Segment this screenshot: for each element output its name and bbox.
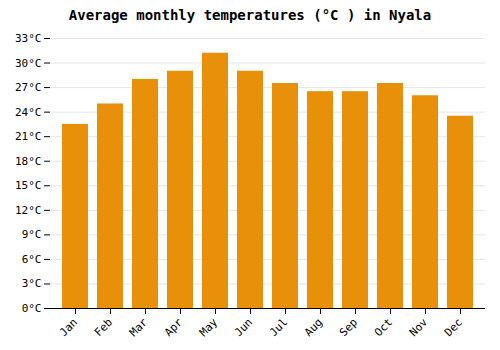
svg-text:30°C: 30°C: [15, 57, 42, 70]
html-text:Average monthly temperatures (: Average monthly temperatures (°C ) in Ny…: [68, 7, 432, 23]
svg-text:6°C: 6°C: [22, 253, 42, 266]
svg-text:Jan: Jan: [57, 316, 80, 339]
svg-text:15°C: 15°C: [15, 179, 42, 192]
svg-text:May: May: [197, 315, 221, 339]
svg-text:Jun: Jun: [232, 316, 255, 339]
svg-text:Sep: Sep: [337, 316, 360, 339]
svg-text:9°C: 9°C: [22, 228, 42, 241]
svg-text:18°C: 18°C: [15, 155, 42, 168]
svg-text:Feb: Feb: [92, 316, 115, 339]
svg-text:3°C: 3°C: [22, 277, 42, 290]
svg-text:Dec: Dec: [442, 316, 465, 339]
svg-text:24°C: 24°C: [15, 106, 42, 119]
svg-text:0°C: 0°C: [22, 302, 42, 315]
svg-text:33°C: 33°C: [15, 32, 42, 45]
svg-text:Oct: Oct: [372, 316, 395, 339]
svg-text:Jul: Jul: [267, 316, 290, 339]
svg-text:27°C: 27°C: [15, 81, 42, 94]
svg-text:Nov: Nov: [407, 315, 431, 339]
svg-text:21°C: 21°C: [15, 130, 42, 143]
svg-text:Mar: Mar: [127, 315, 151, 339]
svg-text:Apr: Apr: [162, 315, 186, 339]
svg-text:Aug: Aug: [302, 316, 325, 339]
svg-text:12°C: 12°C: [15, 204, 42, 217]
